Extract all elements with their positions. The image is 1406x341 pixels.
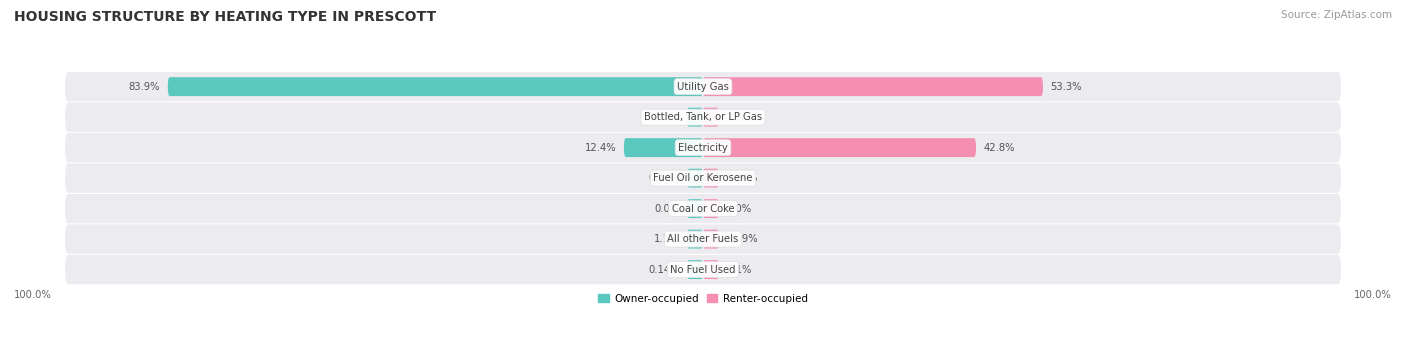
Text: Fuel Oil or Kerosene: Fuel Oil or Kerosene [654, 173, 752, 183]
Legend: Owner-occupied, Renter-occupied: Owner-occupied, Renter-occupied [595, 290, 811, 308]
Text: 0.0%: 0.0% [727, 204, 752, 213]
FancyBboxPatch shape [167, 77, 703, 96]
FancyBboxPatch shape [624, 138, 703, 157]
Text: 0.24%: 0.24% [727, 173, 758, 183]
FancyBboxPatch shape [65, 72, 1341, 101]
Text: 1.9%: 1.9% [727, 112, 752, 122]
Text: 1.1%: 1.1% [654, 234, 679, 244]
Text: 0.14%: 0.14% [648, 265, 679, 275]
FancyBboxPatch shape [703, 138, 976, 157]
Text: All other Fuels: All other Fuels [668, 234, 738, 244]
FancyBboxPatch shape [703, 108, 718, 127]
Text: 0.69%: 0.69% [727, 234, 758, 244]
FancyBboxPatch shape [703, 77, 1043, 96]
FancyBboxPatch shape [688, 229, 703, 249]
Text: 1.1%: 1.1% [727, 265, 752, 275]
Text: Source: ZipAtlas.com: Source: ZipAtlas.com [1281, 10, 1392, 20]
Text: HOUSING STRUCTURE BY HEATING TYPE IN PRESCOTT: HOUSING STRUCTURE BY HEATING TYPE IN PRE… [14, 10, 436, 24]
Text: 42.8%: 42.8% [984, 143, 1015, 153]
Text: 100.0%: 100.0% [14, 290, 52, 300]
FancyBboxPatch shape [65, 103, 1341, 132]
FancyBboxPatch shape [65, 255, 1341, 284]
FancyBboxPatch shape [703, 229, 718, 249]
Text: 83.9%: 83.9% [128, 81, 160, 92]
Text: 2.4%: 2.4% [654, 112, 679, 122]
FancyBboxPatch shape [703, 260, 718, 279]
FancyBboxPatch shape [688, 108, 703, 127]
Text: No Fuel Used: No Fuel Used [671, 265, 735, 275]
FancyBboxPatch shape [703, 199, 718, 218]
FancyBboxPatch shape [703, 169, 718, 188]
Text: Electricity: Electricity [678, 143, 728, 153]
FancyBboxPatch shape [688, 199, 703, 218]
Text: 0.14%: 0.14% [648, 173, 679, 183]
FancyBboxPatch shape [688, 169, 703, 188]
FancyBboxPatch shape [65, 133, 1341, 162]
Text: 100.0%: 100.0% [1354, 290, 1392, 300]
FancyBboxPatch shape [65, 194, 1341, 223]
Text: 12.4%: 12.4% [585, 143, 616, 153]
FancyBboxPatch shape [65, 163, 1341, 193]
FancyBboxPatch shape [65, 224, 1341, 254]
FancyBboxPatch shape [688, 260, 703, 279]
Text: Coal or Coke: Coal or Coke [672, 204, 734, 213]
Text: Utility Gas: Utility Gas [678, 81, 728, 92]
Text: Bottled, Tank, or LP Gas: Bottled, Tank, or LP Gas [644, 112, 762, 122]
Text: 0.0%: 0.0% [654, 204, 679, 213]
Text: 53.3%: 53.3% [1050, 81, 1083, 92]
